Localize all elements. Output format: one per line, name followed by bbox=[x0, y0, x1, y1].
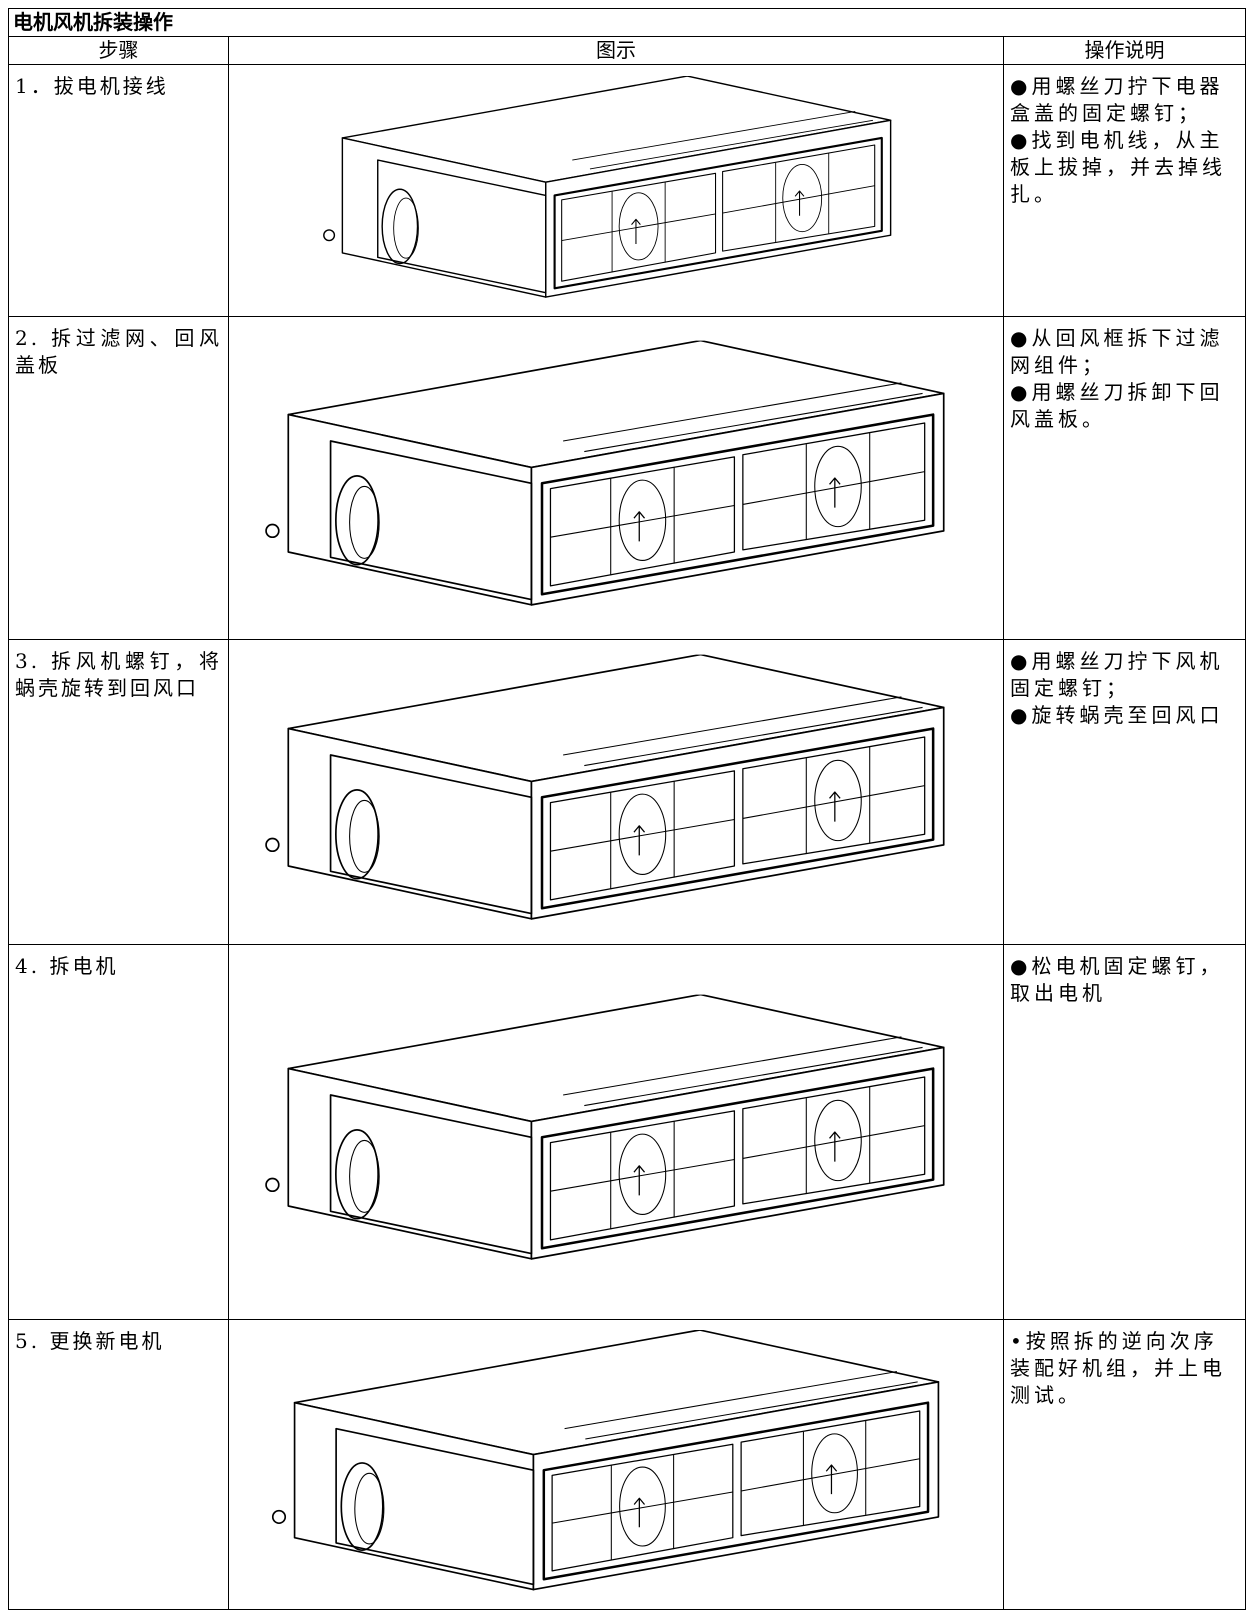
unit-drawing bbox=[246, 328, 986, 628]
step-cell: 1．拔电机接线 bbox=[8, 64, 229, 317]
step-row: 4. 拆电机 ●松电机固定螺钉，取出电机 bbox=[8, 944, 1247, 1320]
description-cell: ●用螺丝刀拧下电器盒盖的固定螺钉； ●找到电机线，从主板上拔掉，并去掉线扎。 bbox=[1002, 64, 1247, 317]
description-line: ●用螺丝刀拧下电器盒盖的固定螺钉； bbox=[1010, 74, 1224, 125]
description-line: ●用螺丝刀拆卸下回风盖板。 bbox=[1010, 380, 1224, 431]
step-cell: 5. 更换新电机 bbox=[8, 1319, 229, 1610]
step-cell: 2. 拆过滤网、回风盖板 bbox=[8, 316, 229, 640]
title-row: 电机风机拆装操作 bbox=[7, 8, 1247, 37]
step-row: 1．拔电机接线 ●用螺丝刀拧下电器盒盖的固定螺钉； ●找到电机线，从主板上拔掉，并去… bbox=[8, 64, 1247, 317]
illustration-cell bbox=[228, 1319, 1004, 1610]
description-line: ●旋转蜗壳至回风口 bbox=[1010, 703, 1224, 727]
illustration-cell bbox=[228, 639, 1004, 945]
unit-drawing bbox=[307, 76, 926, 306]
description-cell: ●用螺丝刀拧下风机固定螺钉； ●旋转蜗壳至回风口 bbox=[1002, 639, 1247, 945]
description-cell: •按照拆的逆向次序装配好机组，并上电测试。 bbox=[1002, 1319, 1247, 1610]
step-row: 5. 更换新电机 •按照拆的逆向次序装配好机组，并上电测试。 bbox=[8, 1319, 1247, 1610]
step-row: 2. 拆过滤网、回风盖板 ●从回风框拆下过滤网组件； ●用螺丝刀拆卸下回风盖板。 bbox=[8, 316, 1247, 640]
header-cell: 操作说明 bbox=[1002, 36, 1247, 65]
description-line: ●松电机固定螺钉，取出电机 bbox=[1010, 954, 1224, 1005]
description-line: •按照拆的逆向次序装配好机组，并上电测试。 bbox=[1010, 1329, 1226, 1407]
step-row: 3. 拆风机螺钉，将蜗壳旋转到回风口 ●用螺丝刀拧下风机固定螺钉； ●旋转蜗壳至回风… bbox=[8, 639, 1247, 945]
description-line: ●找到电机线，从主板上拔掉，并去掉线扎。 bbox=[1010, 128, 1226, 206]
illustration-cell bbox=[228, 944, 1004, 1320]
procedure-table: 电机风机拆装操作 步骤 图示 操作说明 1．拔电机接线 ●用螺丝刀拧下电器盒盖的固… bbox=[7, 8, 1247, 1610]
unit-drawing bbox=[246, 952, 986, 1312]
header-cell: 步骤 bbox=[8, 36, 229, 65]
description-cell: ●从回风框拆下过滤网组件； ●用螺丝刀拆卸下回风盖板。 bbox=[1002, 316, 1247, 640]
illustration-cell bbox=[228, 316, 1004, 640]
header-row: 步骤 图示 操作说明 bbox=[8, 36, 1247, 65]
description-cell: ●松电机固定螺钉，取出电机 bbox=[1002, 944, 1247, 1320]
step-cell: 4. 拆电机 bbox=[8, 944, 229, 1320]
illustration-cell bbox=[228, 64, 1004, 317]
unit-drawing bbox=[246, 647, 986, 937]
header-cell: 图示 bbox=[228, 36, 1004, 65]
unit-drawing bbox=[253, 1330, 980, 1600]
table-title: 电机风机拆装操作 bbox=[7, 8, 1247, 37]
step-cell: 3. 拆风机螺钉，将蜗壳旋转到回风口 bbox=[8, 639, 229, 945]
description-line: ●从回风框拆下过滤网组件； bbox=[1010, 326, 1224, 377]
description-line: ●用螺丝刀拧下风机固定螺钉； bbox=[1010, 649, 1224, 700]
